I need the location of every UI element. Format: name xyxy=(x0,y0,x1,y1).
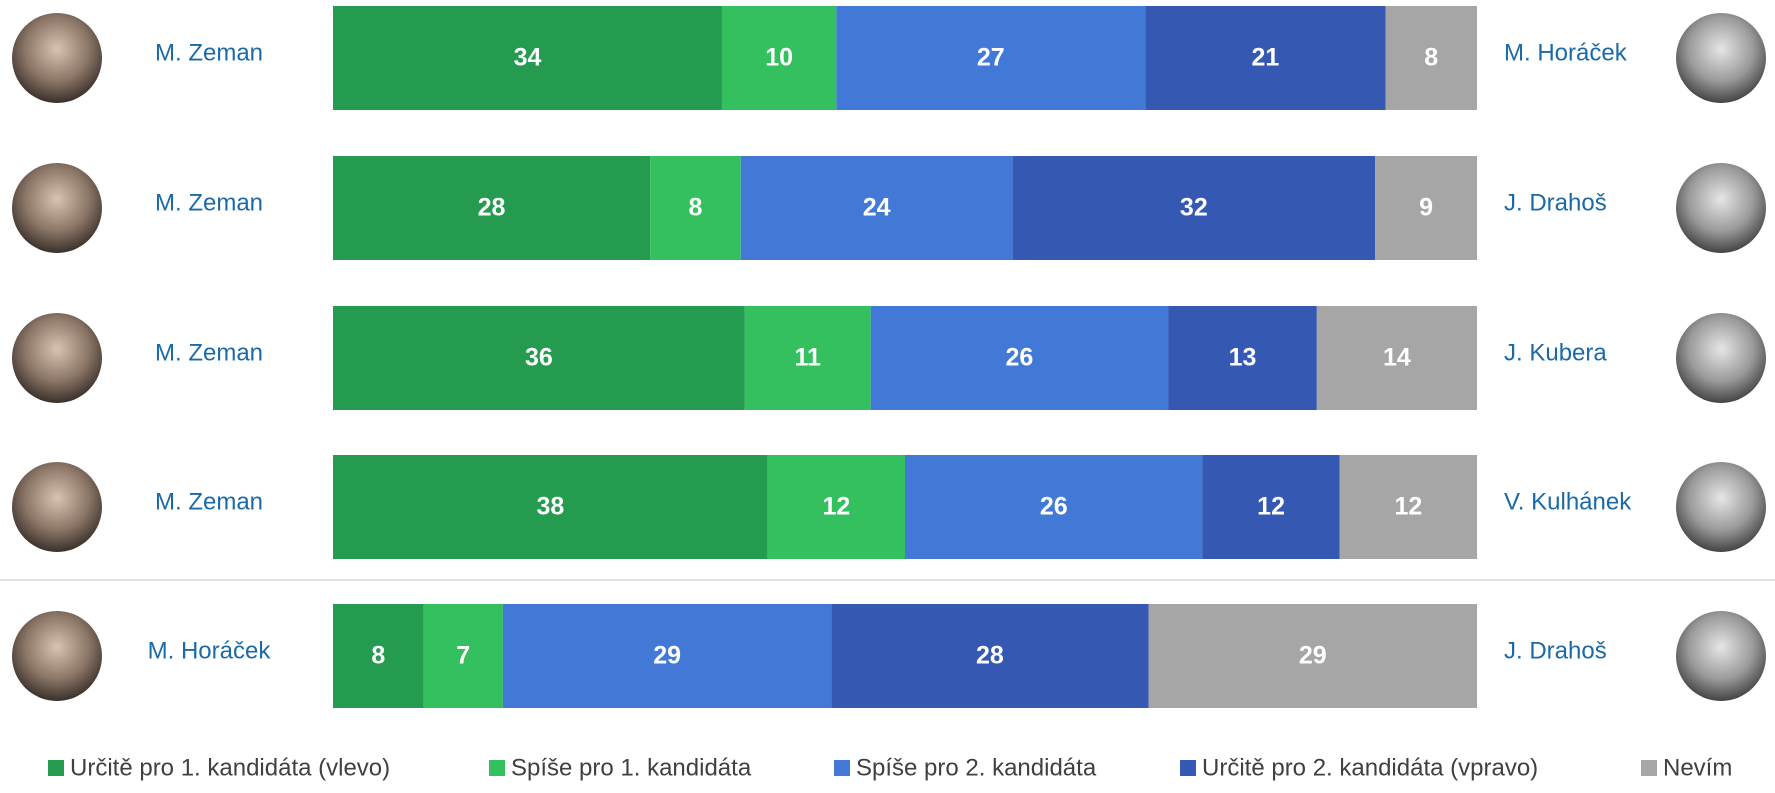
value-label: 26 xyxy=(1005,344,1033,372)
bar-segment xyxy=(1316,306,1477,410)
value-label: 8 xyxy=(689,194,703,222)
photo xyxy=(12,13,102,103)
value-label: 13 xyxy=(1229,344,1257,372)
legend-swatch xyxy=(1180,760,1196,776)
bar-segment xyxy=(905,455,1203,559)
bar-segment xyxy=(502,604,832,708)
bar-segment xyxy=(1168,306,1317,410)
bar-segment xyxy=(333,6,722,110)
bar-segment xyxy=(1339,455,1477,559)
photo xyxy=(1676,313,1766,403)
bar-segment xyxy=(1385,6,1477,110)
legend-label: Spíše pro 2. kandidáta xyxy=(856,754,1097,781)
photo xyxy=(12,462,102,552)
bar-segment xyxy=(423,604,503,708)
bar-segment xyxy=(767,455,905,559)
legend-label: Určitě pro 2. kandidáta (vpravo) xyxy=(1202,754,1538,781)
photo xyxy=(12,163,102,253)
bar-segment xyxy=(836,6,1146,110)
photo xyxy=(1676,462,1766,552)
bar-segment xyxy=(333,156,651,260)
value-label: 29 xyxy=(1299,642,1327,670)
bar-segment xyxy=(333,604,424,708)
value-label: 11 xyxy=(795,344,822,372)
legend-label: Určitě pro 1. kandidáta (vlevo) xyxy=(70,754,390,781)
bar-segment xyxy=(831,604,1149,708)
value-label: 14 xyxy=(1383,344,1411,372)
bar-segment xyxy=(1012,156,1376,260)
candidate-left: M. Zeman xyxy=(155,189,263,216)
value-label: 8 xyxy=(371,642,385,670)
bar-segment xyxy=(333,306,745,410)
bar-segment xyxy=(333,455,768,559)
value-label: 34 xyxy=(514,44,542,72)
value-label: 28 xyxy=(976,642,1004,670)
candidate-left: M. Zeman xyxy=(155,488,263,515)
value-label: 12 xyxy=(1394,493,1422,521)
value-label: 21 xyxy=(1251,44,1279,72)
bar-segment xyxy=(1145,6,1386,110)
legend-label: Nevím xyxy=(1663,754,1732,781)
bar-segment xyxy=(740,156,1013,260)
candidate-right: J. Drahoš xyxy=(1504,637,1607,664)
bar-segment xyxy=(650,156,741,260)
legend-swatch xyxy=(489,760,505,776)
photo xyxy=(1676,13,1766,103)
candidate-left: M. Horáček xyxy=(148,637,272,664)
value-label: 26 xyxy=(1040,493,1068,521)
legend-swatch xyxy=(48,760,64,776)
value-label: 32 xyxy=(1180,194,1208,222)
bar-segment xyxy=(1148,604,1477,708)
candidate-right: J. Kubera xyxy=(1504,339,1607,366)
value-label: 12 xyxy=(1257,493,1285,521)
photo xyxy=(12,611,102,701)
bar-segment xyxy=(870,306,1169,410)
value-label: 24 xyxy=(863,194,891,222)
value-label: 8 xyxy=(1424,44,1438,72)
bar-segment xyxy=(721,6,837,110)
legend-label: Spíše pro 1. kandidáta xyxy=(511,754,752,781)
bar-segment xyxy=(1375,156,1477,260)
bar-segment xyxy=(744,306,871,410)
value-label: 28 xyxy=(478,194,506,222)
photo xyxy=(1676,611,1766,701)
legend-swatch xyxy=(834,760,850,776)
candidate-right: J. Drahoš xyxy=(1504,189,1607,216)
value-label: 36 xyxy=(525,344,553,372)
photo xyxy=(1676,163,1766,253)
photo xyxy=(12,313,102,403)
candidate-right: V. Kulhánek xyxy=(1504,488,1632,515)
value-label: 38 xyxy=(536,493,564,521)
candidate-left: M. Zeman xyxy=(155,39,263,66)
value-label: 12 xyxy=(822,493,850,521)
legend-swatch xyxy=(1641,760,1657,776)
candidate-left: M. Zeman xyxy=(155,339,263,366)
value-label: 27 xyxy=(977,44,1005,72)
candidate-right: M. Horáček xyxy=(1504,39,1628,66)
value-label: 29 xyxy=(653,642,681,670)
value-label: 10 xyxy=(765,44,793,72)
bar-segment xyxy=(1202,455,1340,559)
value-label: 9 xyxy=(1419,194,1433,222)
value-label: 7 xyxy=(456,642,470,670)
